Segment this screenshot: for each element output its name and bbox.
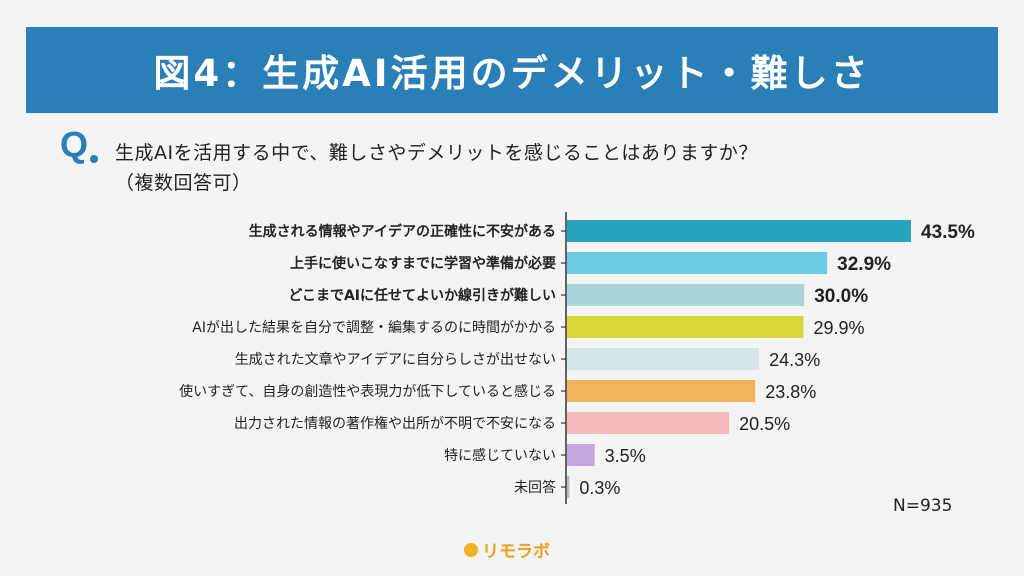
bar — [567, 316, 804, 338]
title-banner: 図4：生成AI活用のデメリット・難しさ — [26, 27, 998, 113]
value-label: 29.9% — [813, 318, 864, 338]
question-mark-icon: Q — [60, 124, 89, 165]
category-label: 使いすぎて、自身の創造性や表現力が低下していると感じる — [179, 383, 556, 400]
value-label: 3.5% — [605, 446, 646, 466]
question-line-2: （複数回答可） — [115, 172, 252, 194]
logo: リモラボ — [464, 537, 550, 562]
category-label: 出力された情報の著作権や出所が不明で不安になる — [234, 415, 556, 432]
value-label: 23.8% — [765, 382, 816, 402]
bar — [567, 444, 595, 466]
bar — [567, 412, 730, 434]
value-label: 43.5% — [921, 222, 975, 243]
bar — [567, 220, 911, 242]
category-label: 特に感じていない — [444, 447, 556, 464]
bar — [567, 476, 570, 498]
value-label: 32.9% — [837, 254, 891, 275]
category-label: どこまでAIに任せてよいか線引きが難しい — [288, 287, 556, 304]
category-label: 未回答 — [514, 479, 556, 496]
value-label: 24.3% — [769, 350, 820, 370]
value-label: 20.5% — [739, 414, 790, 434]
chart-title: 図4：生成AI活用のデメリット・難しさ — [153, 52, 871, 95]
category-label: 生成される情報やアイデアの正確性に不安がある — [249, 223, 556, 240]
category-label: 生成された文章やアイデアに自分らしさが出せない — [235, 351, 556, 368]
bar — [567, 252, 828, 274]
bar — [567, 284, 805, 306]
sample-size-label: N=935 — [893, 496, 953, 516]
logo-text: リモラボ — [482, 542, 550, 562]
question-text: 生成AIを活用する中で、難しさやデメリットを感じることはありますか？ （複数回答… — [115, 138, 758, 198]
category-label: AIが出した結果を自分で調整・編集するのに時間がかかる — [192, 319, 556, 336]
question-line-1: 生成AIを活用する中で、難しさやデメリットを感じることはありますか？ — [115, 142, 758, 164]
value-label: 0.3% — [579, 478, 620, 498]
bar — [567, 348, 760, 370]
category-label: 上手に使いこなすまでに学習や準備が必要 — [290, 255, 556, 272]
logo-icon — [464, 542, 478, 557]
value-label: 30.0% — [814, 286, 868, 307]
question-dot — [90, 155, 98, 163]
bar — [567, 380, 756, 402]
